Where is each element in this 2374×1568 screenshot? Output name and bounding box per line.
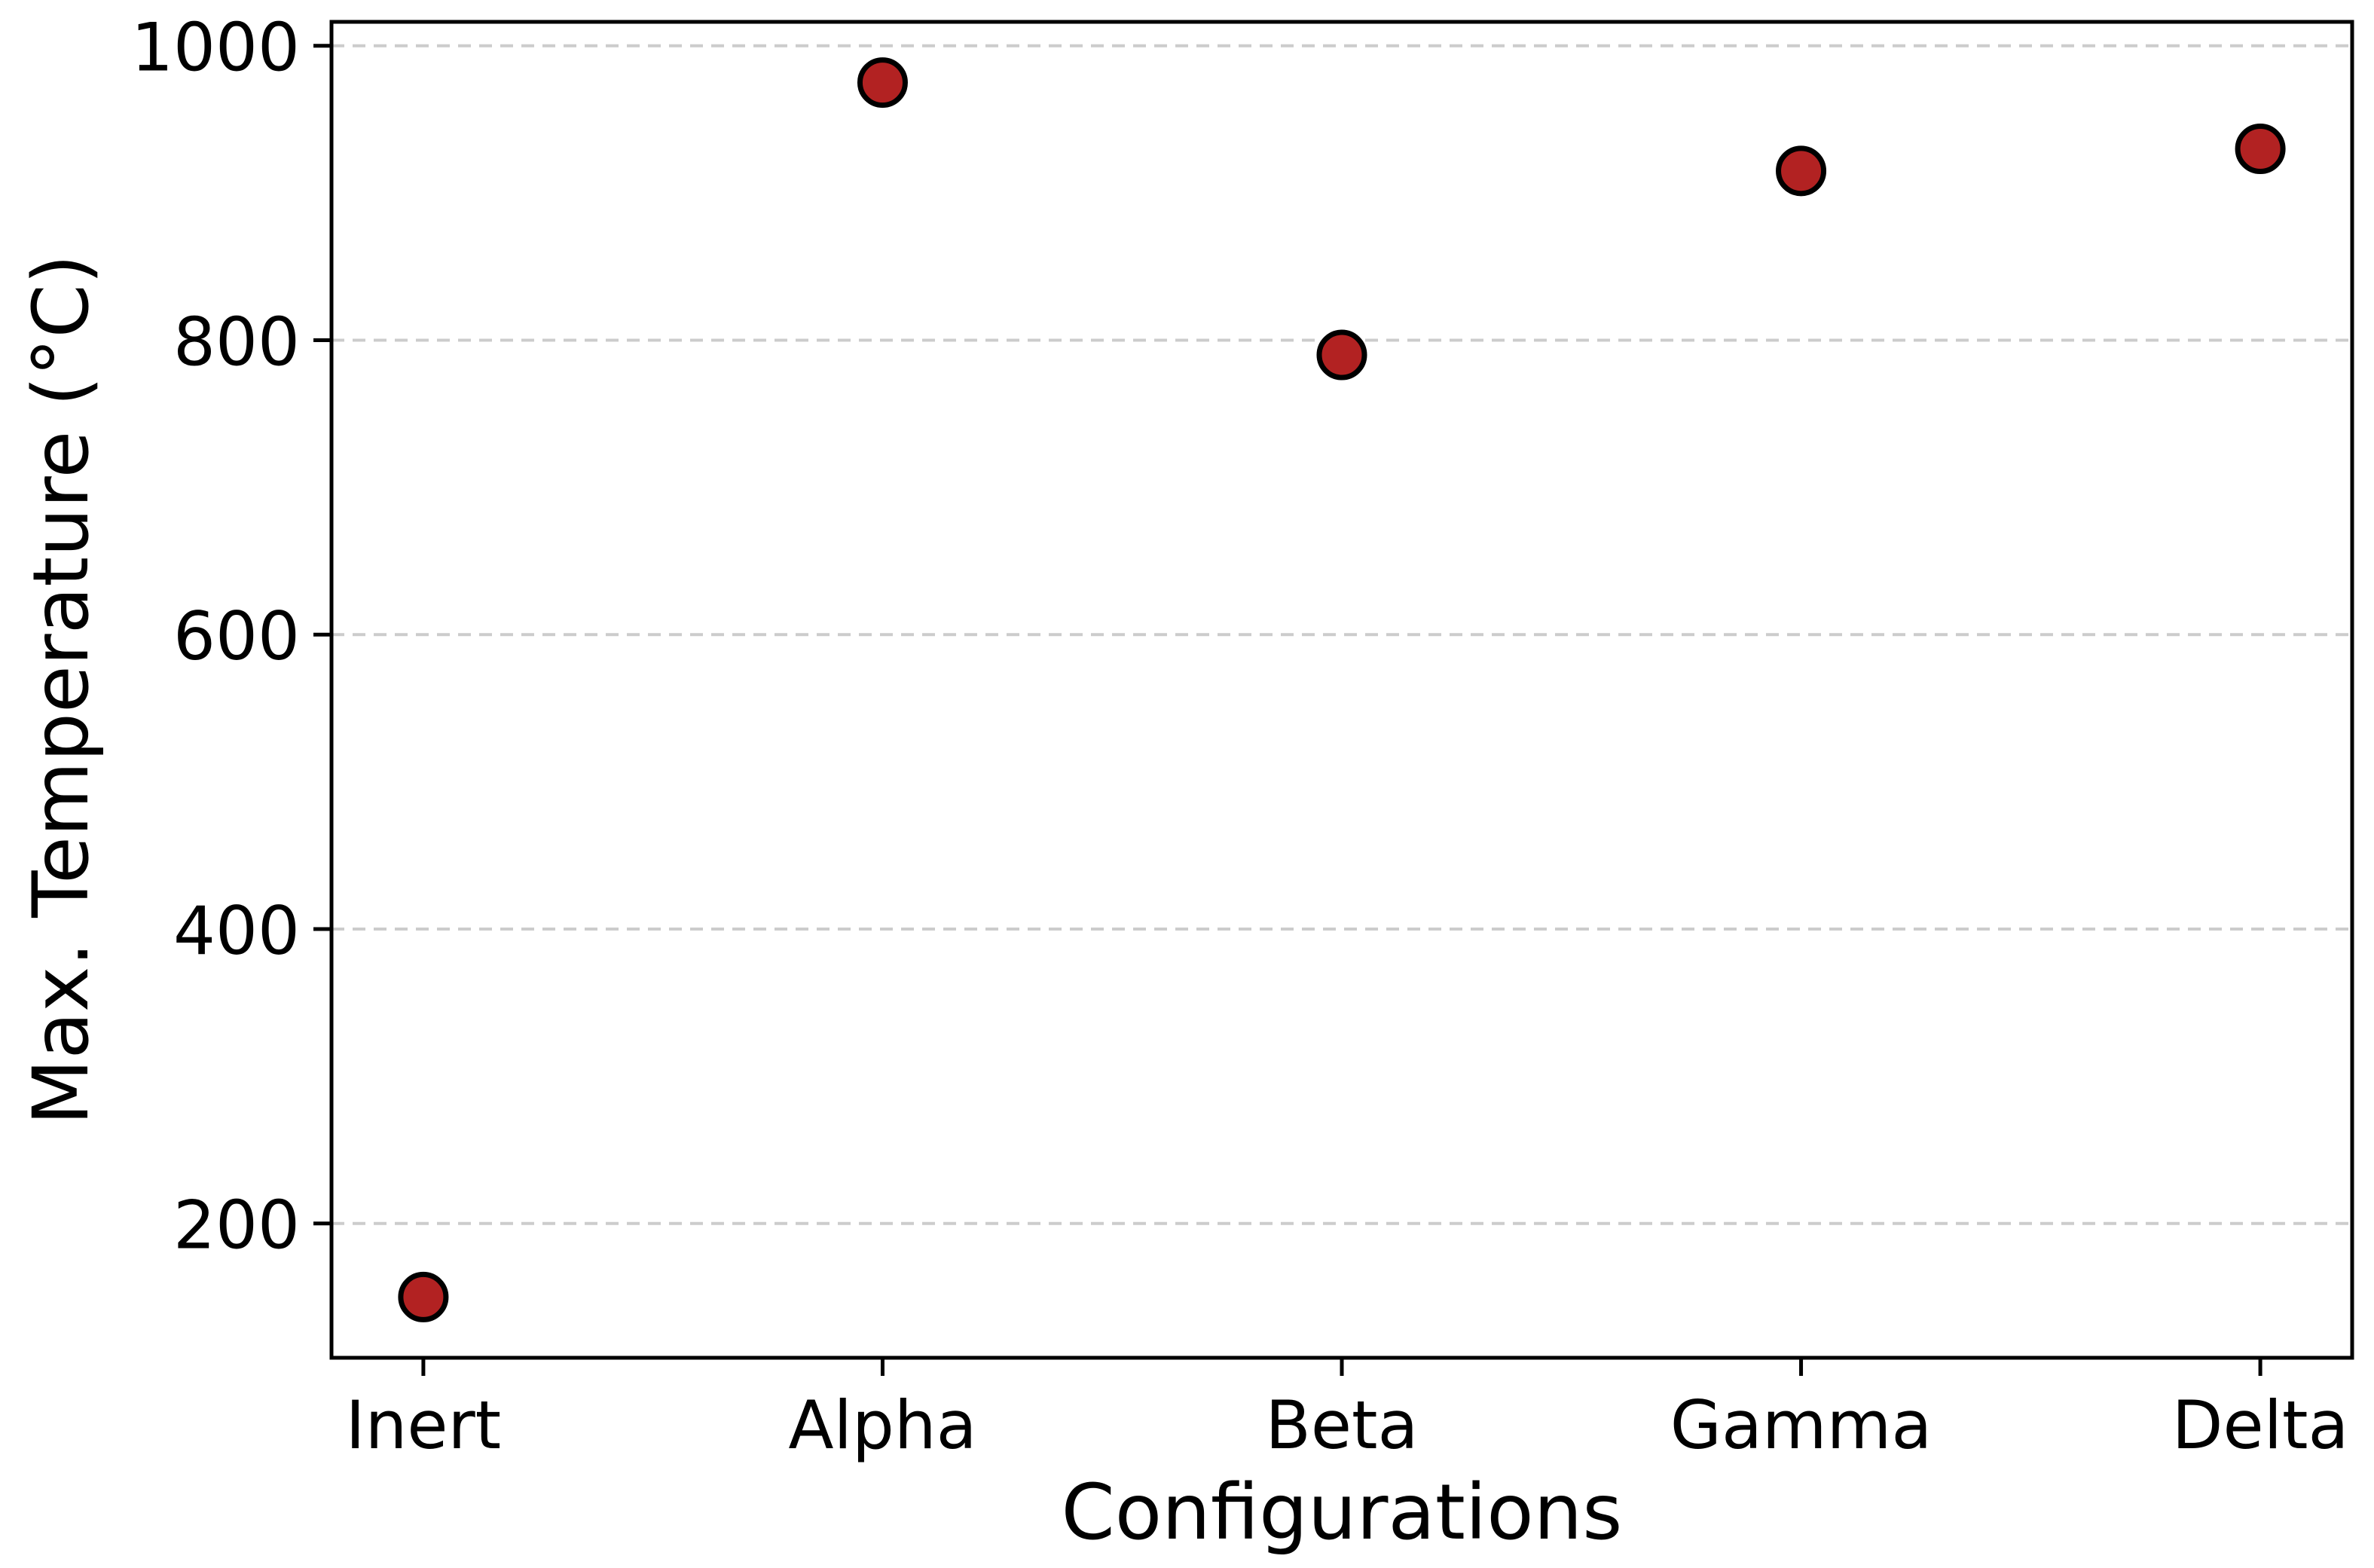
y-axis-title: Max. Temperature (°C) [17,254,106,1125]
xtick-label-alpha: Alpha [788,1386,976,1464]
xtick-label-gamma: Gamma [1670,1386,1933,1464]
ytick-label-400: 400 [173,892,300,970]
data-point-gamma [1776,145,1827,197]
data-point-delta [2235,124,2286,175]
data-point-alpha [857,57,908,109]
xtick-label-inert: Inert [346,1386,502,1464]
xtick-label-delta: Delta [2172,1386,2349,1464]
xtick-label-beta: Beta [1266,1386,1419,1464]
data-point-beta [1316,329,1367,381]
plot-spines [329,20,2354,1360]
x-axis-title: Configurations [1062,1468,1623,1557]
data-point-inert [398,1271,449,1322]
ytick-label-1000: 1000 [131,9,300,87]
ytick-label-600: 600 [173,598,300,675]
ytick-label-200: 200 [173,1187,300,1264]
ytick-label-800: 800 [173,303,300,381]
